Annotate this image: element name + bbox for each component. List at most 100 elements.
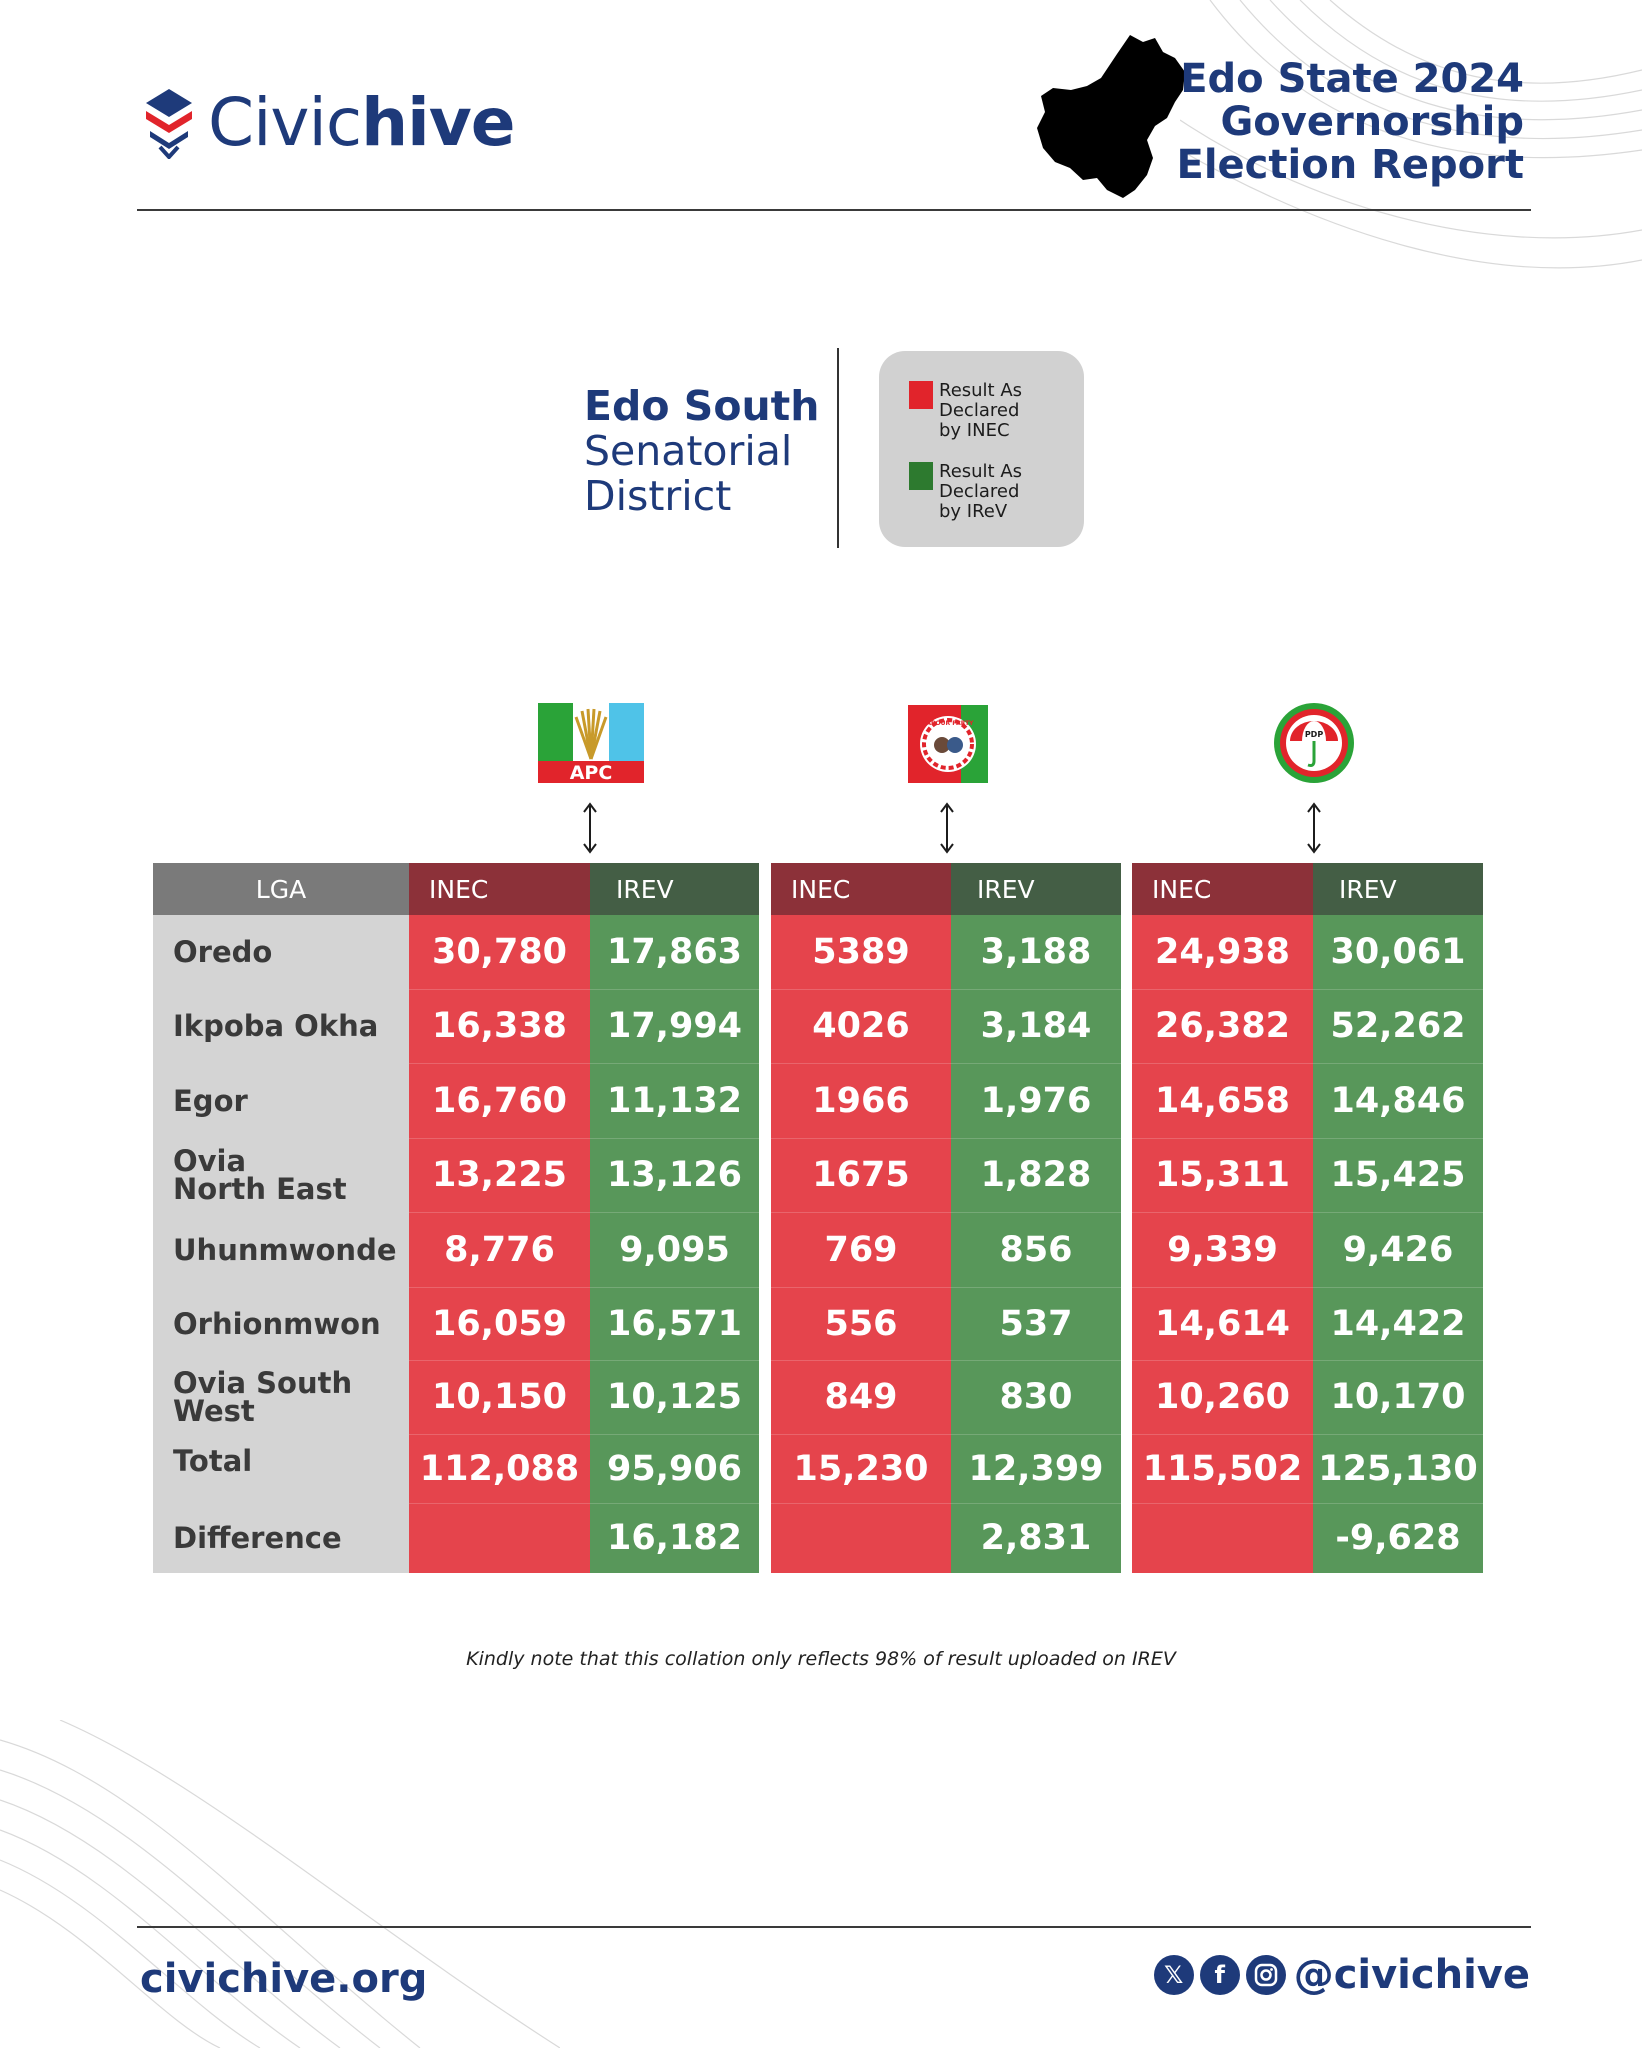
- lga-name: Ovia South West: [173, 1360, 409, 1434]
- header-irev-1: IREV: [590, 863, 759, 915]
- lga-name: Ikpoba Okha: [173, 989, 409, 1063]
- civichive-logo-icon: [140, 87, 198, 159]
- table-cell: 10,125: [590, 1360, 759, 1434]
- table-cell: 856: [951, 1212, 1121, 1287]
- legend-irev-line-1: Result As: [939, 462, 1022, 482]
- header-inec-1: INEC: [409, 863, 590, 915]
- table-cell: 10,170: [1313, 1360, 1483, 1434]
- table-cell: 9,339: [1132, 1212, 1313, 1287]
- header-divider: [137, 209, 1531, 211]
- lga-name: Difference: [173, 1503, 409, 1573]
- table-cell: 2,831: [951, 1503, 1121, 1573]
- table-cell: 5389: [771, 915, 951, 989]
- table-cell: 3,188: [951, 915, 1121, 989]
- apc-arrow-icon: [582, 802, 598, 854]
- x-icon[interactable]: 𝕏: [1154, 1955, 1194, 1995]
- table-cell: [409, 1503, 590, 1573]
- table-cell: 11,132: [590, 1063, 759, 1138]
- table-cell: 16,059: [409, 1287, 590, 1360]
- lga-name: Egor: [173, 1063, 409, 1138]
- table-cell: 769: [771, 1212, 951, 1287]
- table-cell: 1,828: [951, 1138, 1121, 1212]
- table-cell: 1675: [771, 1138, 951, 1212]
- table-cell: 830: [951, 1360, 1121, 1434]
- report-title: Edo State 2024 Governorship Election Rep…: [1177, 58, 1524, 187]
- lga-name: Oredo: [173, 915, 409, 989]
- legend-box: Result As Declared by INEC Result As Dec…: [879, 351, 1084, 547]
- report-title-line-1: Edo State 2024: [1177, 58, 1524, 101]
- table-cell: 26,382: [1132, 989, 1313, 1063]
- legend-irev-line-2: Declared: [939, 482, 1022, 502]
- footer-divider: [137, 1926, 1531, 1928]
- table-cell: 14,846: [1313, 1063, 1483, 1138]
- table-cell: 30,780: [409, 915, 590, 989]
- table-cell: 10,260: [1132, 1360, 1313, 1434]
- table-cell: 16,760: [409, 1063, 590, 1138]
- lga-name-line: Egor: [173, 1087, 248, 1115]
- table-cell: 112,088: [409, 1434, 590, 1503]
- lga-name-line: Ovia South: [173, 1369, 352, 1397]
- lga-name: Total: [173, 1426, 409, 1495]
- legend-inec-line-2: Declared: [939, 401, 1022, 421]
- report-title-line-2: Governorship: [1177, 101, 1524, 144]
- lga-name-line: Total: [173, 1447, 252, 1475]
- legend-swatch-inec: [909, 381, 933, 409]
- table-cell: 16,182: [590, 1503, 759, 1573]
- results-table: LGA INEC IREV INEC IREV INEC IREV Oredo 30,780 17…: [0, 863, 1642, 1573]
- table-cell: 537: [951, 1287, 1121, 1360]
- edo-state-map-icon: [1035, 30, 1200, 200]
- table-cell: 17,863: [590, 915, 759, 989]
- table-cell: 14,614: [1132, 1287, 1313, 1360]
- report-title-line-3: Election Report: [1177, 144, 1524, 187]
- table-cell: 15,230: [771, 1434, 951, 1503]
- brand-name-hive: hive: [361, 84, 514, 161]
- table-cell: -9,628: [1313, 1503, 1483, 1573]
- table-cell: 115,502: [1132, 1434, 1313, 1503]
- table-cell: [1132, 1503, 1313, 1573]
- table-cell: 3,184: [951, 989, 1121, 1063]
- table-cell: 17,994: [590, 989, 759, 1063]
- lga-name-line: Orhionmwon: [173, 1310, 381, 1338]
- district-title-line-3: District: [584, 474, 819, 519]
- social-handles[interactable]: 𝕏 f @civichive: [1154, 1952, 1530, 1998]
- pdp-arrow-icon: [1306, 802, 1322, 854]
- table-cell: 9,095: [590, 1212, 759, 1287]
- social-handle[interactable]: @civichive: [1294, 1952, 1530, 1998]
- legend-label-irev: Result As Declared by IReV: [939, 462, 1022, 522]
- table-cell: 12,399: [951, 1434, 1121, 1503]
- table-cell: 24,938: [1132, 915, 1313, 989]
- table-cell: 13,225: [409, 1138, 590, 1212]
- header-lga: LGA: [153, 863, 409, 915]
- lga-name-line: Difference: [173, 1524, 342, 1552]
- table-cell: 556: [771, 1287, 951, 1360]
- legend-item-inec: Result As Declared by INEC: [909, 351, 1022, 441]
- table-cell: 1,976: [951, 1063, 1121, 1138]
- table-cell: 125,130: [1313, 1434, 1483, 1503]
- lga-name: Orhionmwon: [173, 1287, 409, 1360]
- legend-irev-line-3: by IReV: [939, 502, 1022, 522]
- pdp-logo-label: PDP: [1305, 730, 1324, 739]
- table-cell: 30,061: [1313, 915, 1483, 989]
- collation-note: Kindly note that this collation only ref…: [0, 1648, 1642, 1670]
- instagram-icon[interactable]: [1246, 1955, 1286, 1995]
- legend-item-irev: Result As Declared by IReV: [909, 432, 1022, 522]
- table-cell: 9,426: [1313, 1212, 1483, 1287]
- lga-name-line: North East: [173, 1175, 347, 1203]
- legend-swatch-irev: [909, 462, 933, 490]
- table-cell: 849: [771, 1360, 951, 1434]
- legend-inec-line-1: Result As: [939, 381, 1022, 401]
- table-cell: 1966: [771, 1063, 951, 1138]
- brand-logo[interactable]: Civichive: [140, 84, 515, 161]
- district-title-line-1: Edo South: [584, 383, 819, 429]
- lp-arrow-icon: [939, 802, 955, 854]
- header-irev-3: IREV: [1313, 863, 1483, 915]
- website-link[interactable]: civichive.org: [140, 1956, 427, 2002]
- facebook-icon[interactable]: f: [1200, 1955, 1240, 1995]
- table-cell: 52,262: [1313, 989, 1483, 1063]
- table-cell: 15,311: [1132, 1138, 1313, 1212]
- lga-name-line: West: [173, 1397, 352, 1425]
- table-cell: 14,422: [1313, 1287, 1483, 1360]
- lga-name-line: Ovia: [173, 1147, 347, 1175]
- district-title: Edo South Senatorial District: [584, 383, 819, 519]
- table-cell: 16,571: [590, 1287, 759, 1360]
